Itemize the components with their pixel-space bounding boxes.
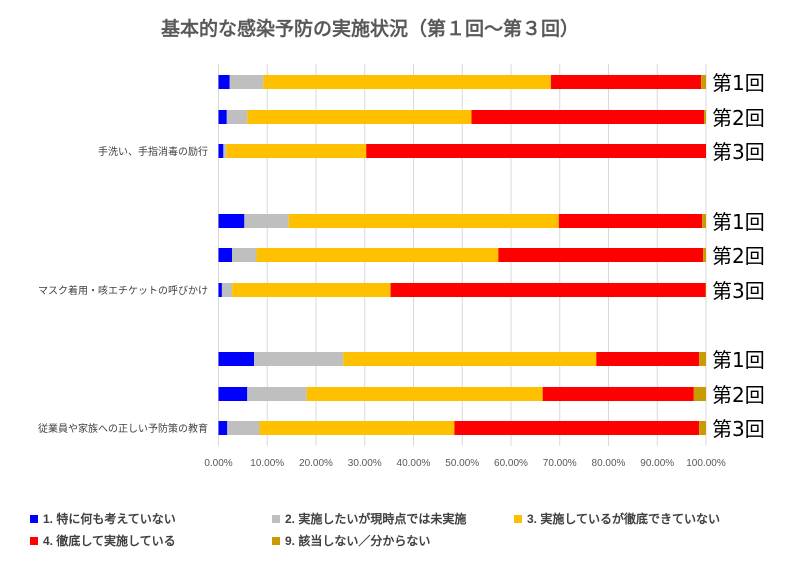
bar-segment xyxy=(226,144,367,158)
bar-segment xyxy=(596,352,700,366)
bar-segment xyxy=(259,421,455,435)
bar-segment xyxy=(558,214,703,228)
x-tick-label: 70.00% xyxy=(543,458,577,469)
round-label: 第1回 xyxy=(712,210,765,234)
bar-segment xyxy=(221,283,233,297)
bar-segment xyxy=(703,248,706,262)
category-label: 従業員や家族への正しい予防策の教育 xyxy=(38,422,208,435)
x-tick-label: 100.00% xyxy=(686,458,726,469)
x-tick-label: 10.00% xyxy=(250,458,284,469)
bar-segment xyxy=(699,352,706,366)
bar-segment xyxy=(704,110,706,124)
bar-segment xyxy=(218,248,233,262)
x-tick-label: 50.00% xyxy=(445,458,479,469)
bar-segment xyxy=(218,144,224,158)
bar-segment xyxy=(232,248,257,262)
bar-segment xyxy=(244,214,289,228)
legend-swatch xyxy=(272,514,280,523)
bar-segment xyxy=(550,75,702,89)
bar-segment xyxy=(702,214,706,228)
x-tick-label: 0.00% xyxy=(204,458,232,469)
legend-item-5: 9. 該当しない／分からない xyxy=(272,532,430,549)
chart-title: 基本的な感染予防の実施状況（第１回～第３回） xyxy=(160,19,579,40)
bar-segment xyxy=(699,421,706,435)
bar-segment xyxy=(218,352,255,366)
legend-label: 9. 該当しない／分からない xyxy=(285,534,431,548)
bar-segment xyxy=(306,387,543,401)
category-label: 手洗い、手指消毒の励行 xyxy=(98,145,208,158)
round-label: 第1回 xyxy=(712,71,765,95)
bar-segment xyxy=(229,75,264,89)
legend-label: 2. 実施したいが現時点では未実施 xyxy=(285,512,467,526)
bar-segment xyxy=(218,75,230,89)
x-tick-label: 60.00% xyxy=(494,458,528,469)
bar-segment xyxy=(218,387,248,401)
bar-segment xyxy=(705,283,707,297)
round-label: 第2回 xyxy=(712,383,765,407)
bar-segment xyxy=(471,110,705,124)
bar-segment xyxy=(542,387,694,401)
x-tick-label: 90.00% xyxy=(640,458,674,469)
round-label: 第2回 xyxy=(712,106,765,130)
bar-segment xyxy=(454,421,700,435)
x-tick-label: 20.00% xyxy=(299,458,333,469)
round-label: 第1回 xyxy=(712,348,765,372)
legend-label: 4. 徹底して実施している xyxy=(43,534,176,548)
bar-segment xyxy=(498,248,704,262)
bar-segment xyxy=(218,283,222,297)
bar-segment xyxy=(390,283,706,297)
legend-label: 1. 特に何も考えていない xyxy=(43,512,176,526)
round-label: 第3回 xyxy=(712,417,765,441)
legend-swatch xyxy=(514,514,522,523)
legend-item-2: 2. 実施したいが現時点では未実施 xyxy=(272,510,466,527)
bar-segment xyxy=(693,387,706,401)
x-tick-label: 40.00% xyxy=(397,458,431,469)
bar-segment xyxy=(247,387,307,401)
legend-swatch xyxy=(272,536,280,545)
bar-segment xyxy=(218,421,228,435)
category-label: マスク着用・咳エチケットの呼びかけ xyxy=(38,284,208,297)
bar-segment xyxy=(227,421,260,435)
round-label: 第3回 xyxy=(712,140,765,164)
bar-segment xyxy=(343,352,597,366)
bar-segment xyxy=(254,352,344,366)
bar-segment xyxy=(288,214,559,228)
bar-segment xyxy=(263,75,551,89)
legend-label: 3. 実施しているが徹底できていない xyxy=(527,512,720,526)
bar-segment xyxy=(223,144,227,158)
bar-segment xyxy=(247,110,472,124)
legend-item-1: 1. 特に何も考えていない xyxy=(30,510,176,527)
x-tick-label: 80.00% xyxy=(592,458,626,469)
bar-segment xyxy=(701,75,706,89)
legend-swatch xyxy=(30,536,38,545)
x-tick-label: 30.00% xyxy=(348,458,382,469)
legend-swatch xyxy=(30,514,38,523)
round-label: 第3回 xyxy=(712,279,765,303)
bar-segment xyxy=(366,144,706,158)
round-label: 第2回 xyxy=(712,244,765,268)
bar-segment xyxy=(232,283,391,297)
bar-segment xyxy=(218,110,227,124)
legend-item-4: 4. 徹底して実施している xyxy=(30,532,176,549)
legend-item-3: 3. 実施しているが徹底できていない xyxy=(514,510,720,527)
bar-segment xyxy=(256,248,499,262)
bar-segment xyxy=(226,110,248,124)
bar-segment xyxy=(218,214,245,228)
